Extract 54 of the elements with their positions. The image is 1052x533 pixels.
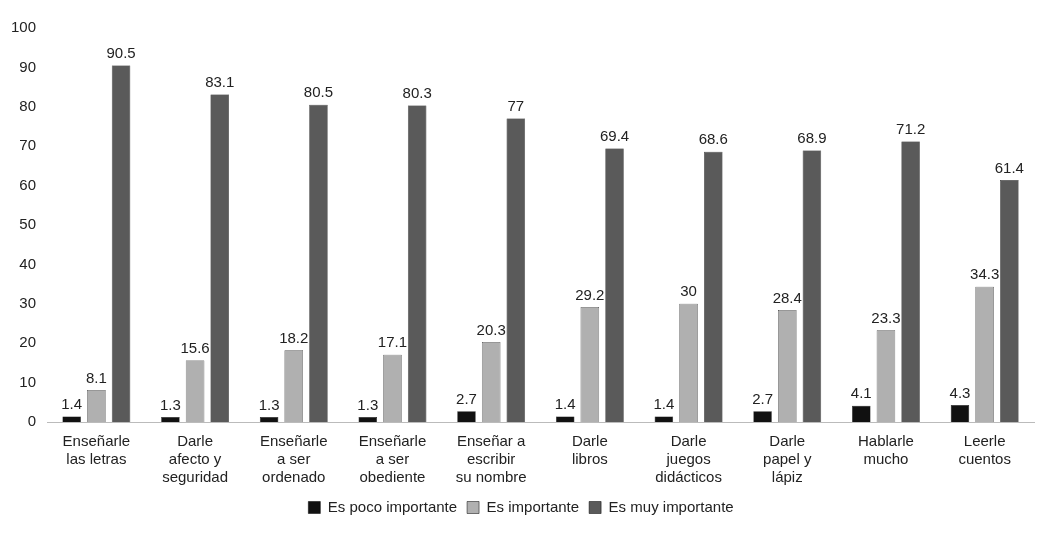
data-label: 1.3 <box>258 395 280 413</box>
data-label: 28.4 <box>772 288 802 306</box>
data-label: 30 <box>680 282 697 300</box>
data-label: 18.2 <box>279 328 309 346</box>
data-label: 1.4 <box>653 395 675 413</box>
data-label: 2.7 <box>456 390 477 407</box>
data-label: 17.1 <box>377 333 408 351</box>
data-label: 34.3 <box>970 265 1000 283</box>
y-tick-label: 40 <box>19 254 37 272</box>
x-tick-label: Hablarle mucho <box>858 432 914 468</box>
data-label: 1.4 <box>61 395 83 413</box>
y-tick-label: 10 <box>19 372 37 390</box>
x-tick-label: Enseñarle a ser obediente <box>358 432 427 486</box>
data-label: 15.6 <box>180 339 210 357</box>
data-label: 80.3 <box>402 84 432 102</box>
data-label: 83.1 <box>205 73 235 91</box>
data-label: 77 <box>507 97 525 115</box>
data-label: 23.3 <box>871 308 901 326</box>
data-label: 2.7 <box>752 390 774 407</box>
y-tick-label: 20 <box>19 333 37 351</box>
data-label: 4.1 <box>850 384 872 402</box>
legend-label: Es muy importante <box>608 497 734 515</box>
x-tick-label: Darle libros <box>571 432 608 468</box>
data-label: 90.5 <box>106 44 136 62</box>
data-label: 61.4 <box>994 158 1024 176</box>
data-label: 69.4 <box>599 127 630 145</box>
y-tick-label: 30 <box>19 293 37 311</box>
data-label: 68.6 <box>698 130 728 148</box>
data-label: 1.3 <box>159 395 181 413</box>
y-tick-label: 90 <box>19 57 37 75</box>
data-label: 71.2 <box>896 120 926 138</box>
x-tick-label: Darle afecto y seguridad <box>162 432 229 486</box>
data-label: 20.3 <box>476 320 506 338</box>
y-tick-label: 50 <box>19 215 37 233</box>
data-label: 29.2 <box>575 285 605 303</box>
data-label: 1.4 <box>554 395 576 413</box>
x-tick-label: Enseñarle las letras <box>62 432 131 468</box>
data-label: 1.3 <box>357 395 379 413</box>
y-tick-label: 0 <box>27 412 37 430</box>
x-tick-label: Leerle cuentos <box>958 432 1011 468</box>
data-label: 80.5 <box>303 83 334 101</box>
y-tick-label: 80 <box>19 96 37 114</box>
x-tick-label: Enseñarle a ser ordenado <box>260 432 328 486</box>
data-label: 68.9 <box>797 129 827 147</box>
y-tick-label: 100 <box>11 18 37 36</box>
data-label: 8.1 <box>85 368 107 386</box>
x-tick-label: Darle juegos didácticos <box>655 432 722 486</box>
y-tick-label: 70 <box>19 136 37 154</box>
legend-label: Es importante <box>486 497 580 515</box>
x-tick-label: Darle papel y lápiz <box>763 432 812 486</box>
y-tick-label: 60 <box>19 175 37 193</box>
x-tick-label: Enseñar a escribir su nombre <box>455 432 527 486</box>
legend-label: Es poco importante <box>327 497 458 515</box>
data-label: 4.3 <box>949 383 971 401</box>
